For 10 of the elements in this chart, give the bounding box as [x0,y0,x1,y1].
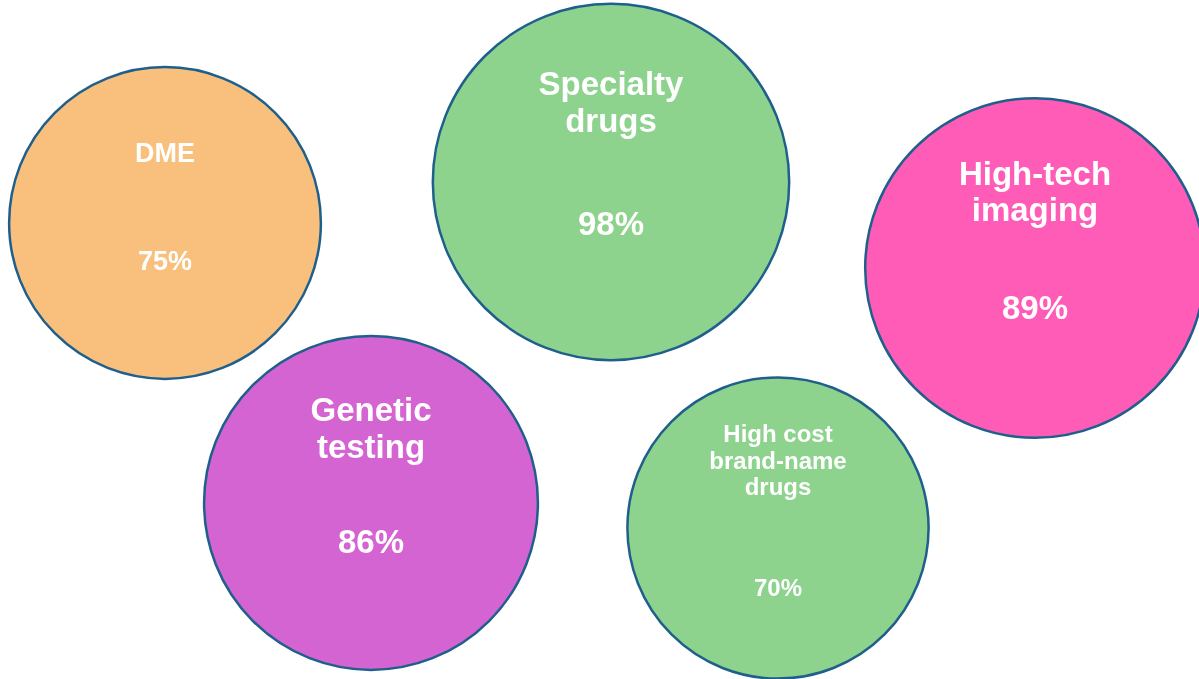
category-label: High-tech imaging [958,154,1112,229]
category-label: Specialty drugs [538,65,685,139]
data-label: 70% [753,573,803,601]
data-label: 86% [337,523,405,561]
category-label: Genetic testing [310,391,432,465]
data-label: 89% [1001,288,1069,326]
data-label: 98% [577,205,645,243]
category-label: High cost brand-name drugs [709,420,847,501]
data-label: 75% [137,245,193,276]
category-label: DME [135,138,195,169]
